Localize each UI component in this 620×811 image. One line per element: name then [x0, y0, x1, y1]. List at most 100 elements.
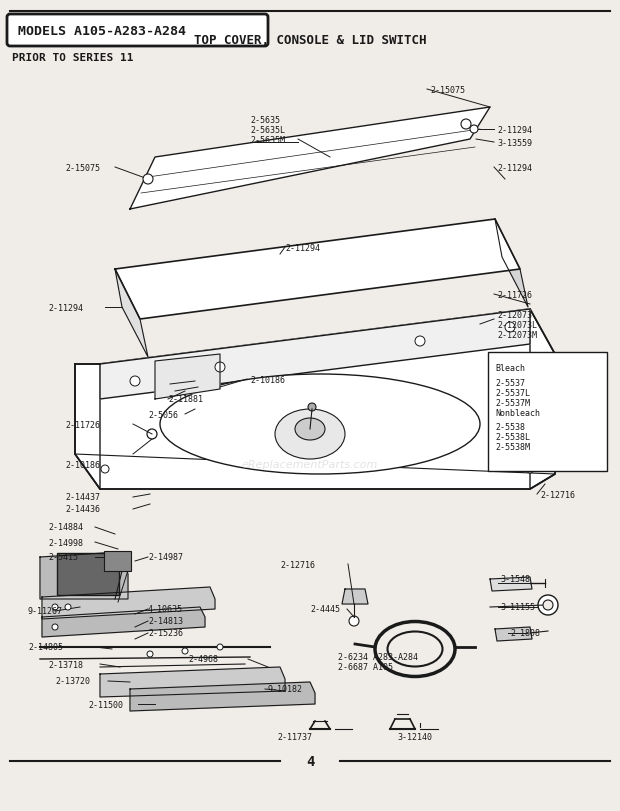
Circle shape [130, 376, 140, 387]
Text: 2-15236: 2-15236 [148, 629, 183, 637]
Text: 2-12716: 2-12716 [540, 490, 575, 499]
Text: Bleach: Bleach [495, 363, 525, 372]
Circle shape [526, 436, 534, 444]
Circle shape [505, 323, 515, 333]
Circle shape [147, 651, 153, 657]
Text: 2-11294: 2-11294 [285, 243, 320, 252]
Text: 3-11155: 3-11155 [500, 603, 535, 611]
Polygon shape [75, 365, 100, 489]
Text: 2-5635L: 2-5635L [250, 126, 285, 135]
Circle shape [101, 466, 109, 474]
Text: 2-14998: 2-14998 [48, 538, 83, 547]
Text: 2-11294: 2-11294 [48, 303, 83, 312]
Text: 2-10186: 2-10186 [65, 460, 100, 469]
Text: MODELS A105-A283-A284: MODELS A105-A283-A284 [18, 24, 186, 37]
Ellipse shape [388, 632, 443, 667]
Text: 2-5635: 2-5635 [250, 115, 280, 124]
Circle shape [308, 404, 316, 411]
Text: 2-1808: 2-1808 [510, 629, 540, 637]
Text: 2-5538M: 2-5538M [495, 443, 530, 452]
Polygon shape [100, 310, 530, 400]
Text: 2-5537L: 2-5537L [495, 388, 530, 397]
Text: 3-12140: 3-12140 [397, 732, 433, 741]
Text: 2-14805: 2-14805 [28, 642, 63, 652]
Text: 2-6234 A283-A284: 2-6234 A283-A284 [338, 653, 418, 662]
Text: 2-14987: 2-14987 [148, 553, 183, 562]
Text: 3-13559: 3-13559 [497, 139, 532, 148]
Circle shape [215, 363, 225, 372]
Polygon shape [100, 667, 285, 697]
Text: 4: 4 [306, 754, 314, 768]
Circle shape [461, 120, 471, 130]
Circle shape [470, 126, 478, 134]
Text: 2-11500: 2-11500 [88, 700, 123, 709]
Text: 2-11881: 2-11881 [168, 395, 203, 404]
Text: 2-12073M: 2-12073M [497, 330, 537, 339]
Text: 2-14884: 2-14884 [48, 523, 83, 532]
Text: 2-5635M: 2-5635M [250, 135, 285, 144]
Text: 2-15075: 2-15075 [430, 85, 465, 94]
Circle shape [143, 175, 153, 185]
Polygon shape [495, 627, 532, 642]
Polygon shape [490, 577, 532, 591]
Text: 2-14813: 2-14813 [148, 616, 183, 626]
Text: 2-11737: 2-11737 [278, 732, 312, 741]
Text: eReplacementParts.com: eReplacementParts.com [242, 460, 378, 470]
Circle shape [217, 644, 223, 650]
Text: 2-4968: 2-4968 [188, 654, 218, 663]
Text: 2-12073L: 2-12073L [497, 320, 537, 329]
Text: 3-1548: 3-1548 [500, 575, 530, 584]
Polygon shape [342, 590, 368, 604]
Text: 2-13720: 2-13720 [55, 676, 90, 685]
Text: 2-5415: 2-5415 [48, 553, 78, 562]
Text: 2-12716: 2-12716 [280, 560, 315, 569]
Text: 2-5537: 2-5537 [495, 378, 525, 387]
Text: 2-5538: 2-5538 [495, 423, 525, 432]
Circle shape [538, 595, 558, 616]
Polygon shape [155, 354, 220, 400]
Circle shape [52, 604, 58, 610]
Circle shape [52, 624, 58, 630]
Text: 2-11294: 2-11294 [497, 163, 532, 172]
Text: 2-11726: 2-11726 [65, 420, 100, 429]
Text: 2-13718: 2-13718 [48, 659, 83, 669]
Text: 2-10186: 2-10186 [250, 375, 285, 384]
Ellipse shape [160, 375, 480, 474]
Text: 2-14437: 2-14437 [65, 493, 100, 502]
FancyBboxPatch shape [7, 15, 268, 47]
Polygon shape [130, 682, 315, 711]
Text: Nonbleach: Nonbleach [495, 408, 540, 417]
Text: 2-11294: 2-11294 [497, 126, 532, 135]
Text: 2-6687 A105: 2-6687 A105 [338, 663, 393, 672]
FancyBboxPatch shape [57, 553, 119, 595]
Polygon shape [495, 220, 528, 307]
Circle shape [147, 430, 157, 440]
Text: 2-5537M: 2-5537M [495, 398, 530, 407]
Circle shape [543, 600, 553, 610]
Text: 9-10182: 9-10182 [268, 684, 303, 693]
Polygon shape [42, 587, 215, 620]
Polygon shape [115, 220, 520, 320]
Circle shape [415, 337, 425, 346]
Circle shape [526, 466, 534, 474]
Polygon shape [75, 454, 555, 489]
Polygon shape [42, 607, 205, 637]
Polygon shape [40, 552, 128, 599]
Text: 2-11726: 2-11726 [497, 290, 532, 299]
Circle shape [65, 604, 71, 610]
Polygon shape [75, 310, 555, 489]
Text: 2-5056: 2-5056 [148, 410, 178, 419]
Text: 2-4445: 2-4445 [310, 605, 340, 614]
Polygon shape [130, 108, 490, 210]
FancyBboxPatch shape [104, 551, 131, 571]
Ellipse shape [275, 410, 345, 460]
Text: 2-15075: 2-15075 [65, 163, 100, 172]
Text: 9-11267: 9-11267 [28, 607, 63, 616]
Ellipse shape [295, 418, 325, 440]
Text: 4-10635: 4-10635 [148, 605, 183, 614]
FancyBboxPatch shape [488, 353, 607, 471]
Polygon shape [530, 310, 555, 489]
Circle shape [524, 381, 536, 393]
Text: 2-12073: 2-12073 [497, 310, 532, 319]
Circle shape [182, 648, 188, 654]
